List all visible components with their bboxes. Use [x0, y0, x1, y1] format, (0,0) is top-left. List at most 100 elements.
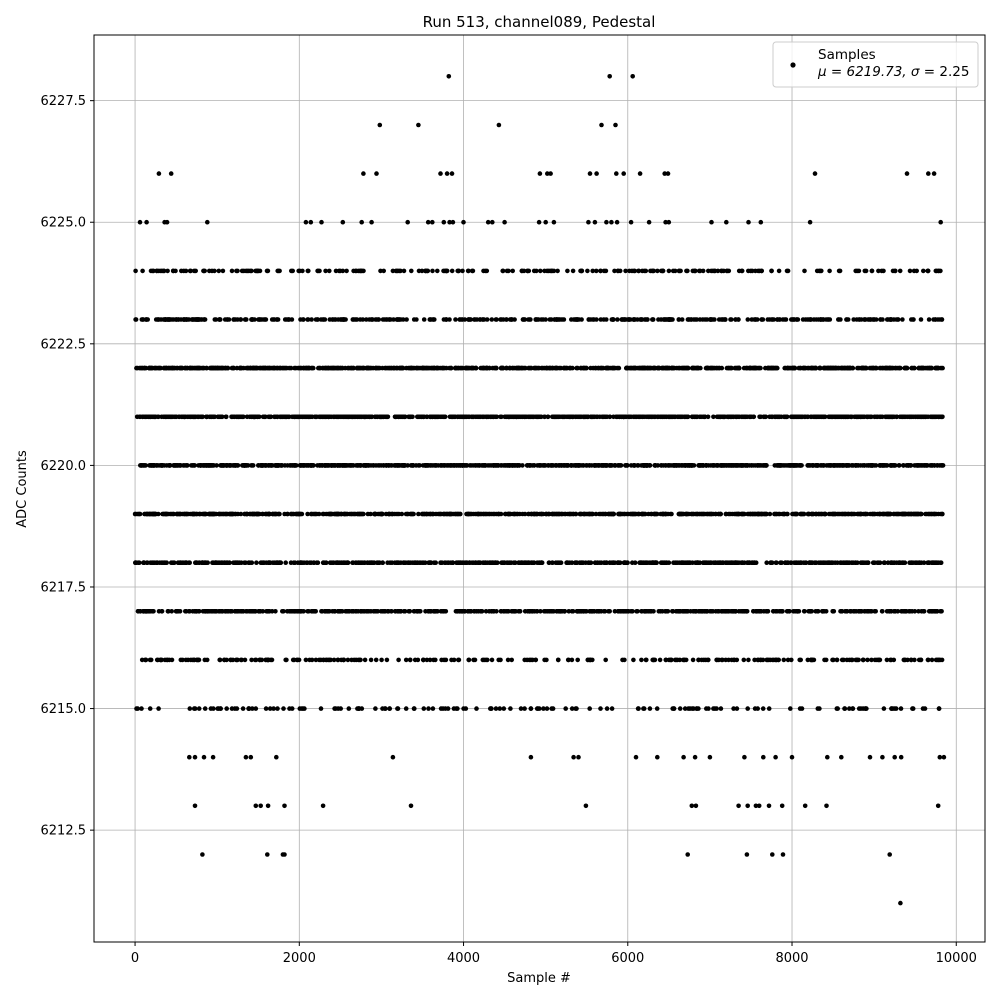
data-point: [855, 463, 861, 468]
data-point: [747, 414, 752, 420]
data-point: [327, 268, 332, 274]
data-point: [460, 463, 465, 468]
data-point: [146, 414, 152, 420]
data-point: [840, 463, 846, 468]
data-point: [505, 414, 511, 420]
data-point: [531, 268, 537, 274]
data-point: [370, 560, 375, 565]
data-point: [192, 511, 197, 517]
data-point: [885, 365, 891, 371]
data-point: [579, 268, 585, 274]
data-point: [397, 365, 402, 371]
data-point: [210, 365, 216, 371]
data-point: [447, 317, 452, 322]
data-point: [161, 365, 167, 371]
data-point: [136, 511, 141, 517]
data-point: [933, 560, 938, 565]
data-point: [654, 511, 660, 517]
data-point: [204, 365, 209, 371]
data-point: [666, 463, 671, 468]
data-point: [882, 560, 887, 565]
data-point: [685, 560, 690, 565]
data-point: [577, 511, 583, 517]
data-point: [384, 317, 390, 322]
data-point: [676, 511, 682, 517]
data-point: [821, 365, 827, 371]
data-point: [628, 511, 634, 517]
data-point: [579, 317, 584, 322]
data-point: [360, 365, 366, 371]
data-point: [394, 511, 400, 517]
data-point: [544, 268, 550, 274]
data-point: [254, 365, 260, 371]
data-point: [383, 511, 389, 517]
data-point: [719, 365, 725, 371]
data-point: [623, 268, 628, 274]
data-point: [743, 365, 749, 371]
data-point: [758, 511, 763, 517]
data-point: [282, 317, 288, 322]
data-point: [605, 365, 610, 371]
data-point: [450, 414, 456, 420]
data-point: [728, 463, 734, 468]
data-point: [428, 317, 434, 322]
data-point: [831, 511, 836, 517]
data-point: [598, 317, 604, 322]
data-point: [361, 511, 366, 517]
data-point: [557, 365, 562, 371]
data-point: [648, 365, 653, 371]
data-point: [547, 317, 553, 322]
data-point: [775, 414, 781, 420]
data-point: [718, 511, 723, 517]
data-point: [870, 365, 876, 371]
data-point: [769, 317, 775, 322]
data-point: [292, 560, 298, 565]
data-point: [782, 317, 788, 322]
data-point: [741, 414, 746, 420]
data-point: [601, 268, 607, 274]
data-point: [155, 560, 160, 565]
data-point: [607, 560, 613, 565]
data-point: [397, 268, 402, 274]
data-point: [239, 560, 244, 565]
data-point: [801, 365, 807, 371]
data-point: [315, 268, 321, 274]
data-point: [720, 317, 726, 322]
data-point: [886, 414, 891, 420]
data-point: [484, 268, 490, 274]
data-point: [493, 560, 499, 565]
data-point: [353, 268, 359, 274]
data-point: [929, 414, 935, 420]
data-point: [911, 268, 917, 274]
data-point: [311, 365, 316, 371]
data-point: [686, 317, 691, 322]
data-point: [333, 268, 339, 274]
data-point: [940, 463, 945, 468]
data-point: [939, 511, 945, 517]
data-point: [718, 560, 723, 565]
data-point: [292, 463, 298, 468]
data-point: [709, 365, 714, 371]
data-point: [305, 365, 311, 371]
data-point: [282, 511, 287, 517]
data-point: [539, 560, 545, 565]
data-point: [379, 414, 385, 420]
data-point: [207, 511, 213, 517]
data-point: [626, 317, 632, 322]
data-point: [288, 463, 293, 468]
data-point: [256, 511, 261, 517]
data-point: [230, 365, 236, 371]
data-point: [618, 463, 623, 468]
data-point: [309, 317, 314, 322]
data-point: [376, 560, 382, 565]
data-point: [712, 317, 717, 322]
data-point: [519, 365, 524, 371]
data-point: [870, 511, 875, 517]
data-point: [320, 365, 325, 371]
data-point: [140, 317, 146, 322]
data-point: [196, 463, 201, 468]
data-point: [191, 268, 197, 274]
data-point: [916, 365, 922, 371]
data-point: [482, 560, 488, 565]
data-point: [560, 511, 565, 517]
